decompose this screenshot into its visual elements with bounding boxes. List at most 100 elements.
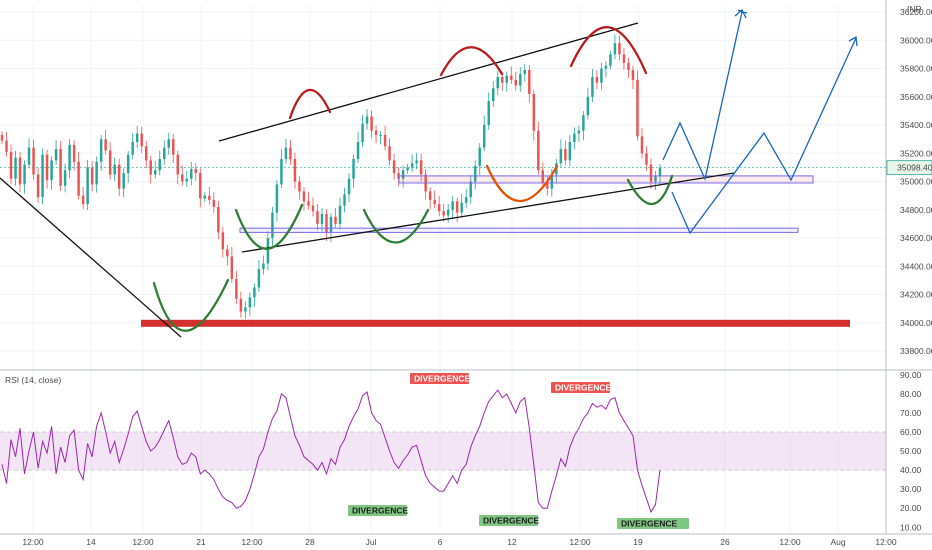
candle-body — [32, 147, 35, 175]
candle-body — [212, 199, 216, 207]
time-tick-label: 12 — [507, 537, 517, 547]
candle-body — [77, 161, 80, 196]
candle-body — [284, 147, 288, 159]
rsi-tick-label: 90.00 — [900, 370, 922, 380]
divergence-badge — [410, 373, 469, 384]
candle-body — [501, 77, 504, 83]
time-tick-label: Jul — [366, 537, 377, 547]
time-tick-label: 26 — [720, 537, 730, 547]
candle-body — [356, 142, 360, 159]
grid-layer — [0, 5, 887, 533]
candle-body — [564, 149, 567, 161]
candle-body — [343, 194, 346, 206]
candle-body — [144, 146, 148, 161]
candle-body — [23, 164, 26, 185]
divergence-badge — [348, 505, 407, 516]
candle-body — [415, 160, 418, 164]
candle-body — [0, 134, 4, 141]
price-tick-label: 34000.00 — [900, 318, 932, 328]
candle-body — [5, 140, 8, 152]
candle-body — [190, 168, 193, 179]
candle-body — [496, 77, 499, 89]
price-tick-label: 34800.00 — [900, 205, 932, 215]
top-arc — [439, 46, 504, 77]
candle-body — [640, 136, 644, 154]
candle-body — [649, 164, 653, 182]
last-price-label: 35098.40 — [897, 163, 932, 173]
candle-body — [550, 174, 554, 189]
candle-body — [329, 216, 333, 233]
candle-body — [9, 151, 13, 179]
candle-body — [172, 139, 175, 155]
candle-body — [541, 170, 545, 183]
channel-upper-line — [218, 22, 639, 142]
time-tick-label: 12:00 — [22, 537, 44, 547]
candle-body — [437, 204, 441, 212]
candle-body — [257, 269, 261, 288]
candle-body — [239, 298, 243, 312]
candle-body — [654, 175, 657, 182]
price-tick-label: 35200.00 — [900, 148, 932, 158]
candle-body — [595, 77, 599, 83]
candle-body — [618, 43, 621, 55]
candle-body — [140, 133, 143, 147]
candle-body — [217, 206, 220, 233]
candle-body — [604, 65, 608, 69]
candle-body — [176, 154, 179, 175]
candle-body — [492, 88, 495, 102]
candle-body — [41, 154, 44, 198]
candle-body — [235, 279, 238, 299]
candle-body — [221, 232, 225, 250]
price-tick-label: 33800.00 — [900, 346, 932, 356]
rsi-tick-label: 20.00 — [900, 503, 922, 513]
price-tick-label: 35800.00 — [900, 64, 932, 74]
candle-body — [338, 205, 342, 224]
candle-body — [334, 216, 337, 224]
candle-body — [135, 133, 139, 143]
top-arc — [288, 88, 332, 120]
rsi-tick-label: 60.00 — [900, 427, 922, 437]
price-tick-label: 34600.00 — [900, 233, 932, 243]
candle-body — [248, 297, 252, 308]
candle-body — [442, 211, 445, 216]
last-price-tag — [886, 160, 932, 176]
candle-body — [473, 166, 477, 182]
rsi-title: RSI (14, close) — [5, 375, 61, 385]
rsi-tick-label: 30.00 — [900, 484, 922, 494]
price-tick-label: 35400.00 — [900, 120, 932, 130]
candle-body — [568, 142, 572, 161]
candle-body — [154, 170, 157, 175]
candle-body — [483, 125, 486, 148]
price-tick-label: 36000.00 — [900, 35, 932, 45]
candle-body — [627, 62, 630, 70]
candle-body — [519, 74, 522, 86]
candle-body — [27, 147, 31, 165]
candle-body — [36, 174, 40, 198]
candle-body — [370, 116, 373, 131]
candle-body — [81, 195, 85, 205]
candle-body — [537, 130, 540, 171]
candle-body — [460, 202, 463, 213]
time-tick-label: 6 — [438, 537, 443, 547]
candle-body — [609, 54, 612, 66]
candle-body — [316, 211, 319, 224]
time-tick-label: 12:00 — [875, 537, 897, 547]
candle-body — [122, 173, 125, 189]
candle-body — [320, 214, 324, 224]
candle-body — [374, 130, 378, 135]
time-tick-label: 21 — [196, 537, 206, 547]
divergence-badge — [479, 515, 538, 526]
candle-body — [510, 75, 513, 80]
candle-body — [163, 147, 166, 159]
candle-body — [68, 144, 71, 171]
divergence-badge — [617, 518, 689, 529]
candle-body — [208, 195, 211, 200]
candle-body — [352, 158, 355, 179]
lower-zone — [239, 227, 799, 233]
candle-body — [307, 201, 310, 206]
candle-body — [72, 144, 76, 162]
candle-body — [528, 69, 531, 94]
candle-body — [455, 201, 459, 213]
